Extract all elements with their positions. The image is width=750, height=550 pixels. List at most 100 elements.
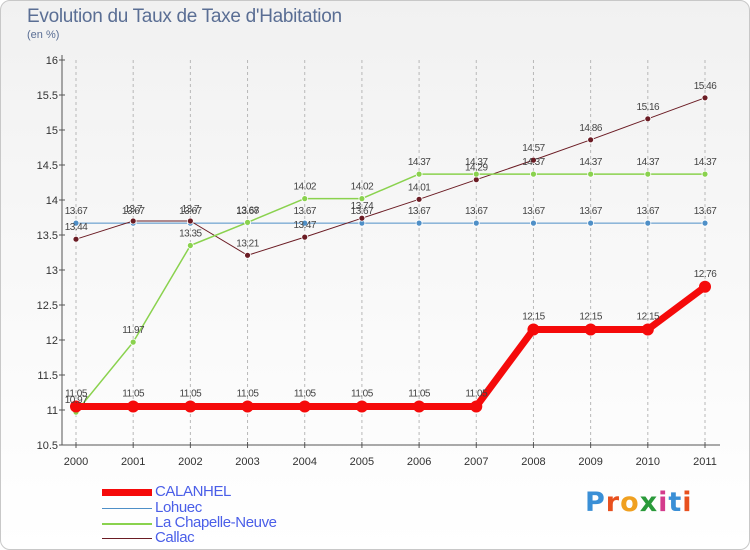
data-label-calanhel: 11.05 [408, 389, 431, 400]
logo-letter: t [668, 487, 683, 518]
point-lohuec [587, 219, 595, 227]
point-callac [129, 217, 137, 225]
point-calanhel [184, 400, 197, 413]
point-calanhel [241, 400, 254, 413]
data-label-callac: 14.29 [465, 163, 488, 174]
data-label-callac: 13.44 [65, 222, 88, 233]
data-label-lohuec: 13.67 [65, 206, 88, 217]
y-tick-label: 12.5 [37, 300, 58, 312]
data-label-lohuec: 13.67 [465, 206, 488, 217]
point-lohuec [701, 219, 709, 227]
point-la-chapelle-neuve [301, 195, 309, 203]
point-calanhel [413, 400, 426, 413]
data-label-la-chapelle-neuve: 10.97 [65, 395, 88, 406]
x-tick-label: 2006 [407, 456, 431, 468]
point-callac [415, 195, 423, 203]
data-label-calanhel: 11.05 [179, 389, 202, 400]
point-calanhel [298, 400, 311, 413]
point-la-chapelle-neuve [587, 170, 595, 178]
data-label-calanhel: 12.76 [694, 269, 717, 280]
data-label-la-chapelle-neuve: 14.37 [579, 157, 602, 168]
logo-letter: i [658, 487, 669, 518]
data-label-callac: 13.7 [124, 204, 142, 215]
x-tick-label: 2007 [464, 456, 488, 468]
point-lohuec [472, 219, 480, 227]
legend-label-callac: Callac [155, 529, 195, 546]
legend-swatch-lohuec [102, 508, 152, 509]
point-calanhel [699, 280, 711, 293]
x-tick-label: 2002 [178, 456, 202, 468]
data-label-calanhel: 11.05 [122, 389, 145, 400]
data-label-lohuec: 13.67 [694, 206, 717, 217]
y-tick-label: 10.5 [37, 440, 58, 452]
data-label-callac: 13.7 [182, 204, 200, 215]
point-lohuec [644, 219, 652, 227]
data-label-la-chapelle-neuve: 14.37 [408, 157, 431, 168]
data-label-callac: 15.16 [637, 102, 660, 113]
y-tick-label: 14.5 [37, 160, 58, 172]
x-tick-label: 2004 [292, 456, 316, 468]
point-callac [701, 94, 709, 102]
data-label-la-chapelle-neuve: 13.35 [179, 229, 202, 240]
point-callac [587, 136, 595, 144]
legend-item-calanhel: CALANHEL [102, 483, 422, 501]
data-label-calanhel: 12.15 [579, 312, 602, 323]
point-calanhel [355, 400, 368, 413]
data-label-callac: 14.57 [522, 143, 545, 154]
point-la-chapelle-neuve [701, 170, 709, 178]
legend-label-calanhel: CALANHEL [155, 483, 231, 500]
x-tick-label: 2010 [636, 456, 660, 468]
y-tick-label: 15 [46, 125, 58, 137]
logo-letter: o [620, 487, 640, 518]
x-tick-label: 2003 [235, 456, 259, 468]
point-calanhel [470, 400, 483, 413]
x-tick-label: 2011 [693, 456, 717, 468]
point-la-chapelle-neuve [415, 170, 423, 178]
point-la-chapelle-neuve [186, 242, 194, 249]
data-label-callac: 14.01 [408, 182, 431, 193]
point-la-chapelle-neuve [129, 338, 137, 346]
data-label-la-chapelle-neuve: 14.02 [351, 182, 374, 193]
point-lohuec [301, 219, 309, 227]
point-la-chapelle-neuve [530, 170, 537, 178]
chart-title: Evolution du Taux de Taxe d'Habitation [27, 6, 342, 27]
data-label-lohuec: 13.67 [122, 206, 145, 217]
legend-item-callac: Callac [102, 529, 422, 547]
data-label-la-chapelle-neuve: 14.37 [465, 157, 488, 168]
proxiti-logo: Proxiti [585, 487, 693, 518]
legend-swatch-la-chapelle-neuve [102, 523, 152, 525]
point-callac [358, 214, 366, 222]
point-callac [301, 233, 309, 241]
data-label-lohuec: 13.67 [236, 206, 259, 217]
legend-swatch-calanhel [102, 489, 152, 496]
point-calanhel [527, 323, 540, 336]
point-calanhel [70, 400, 82, 413]
point-la-chapelle-neuve [358, 195, 366, 203]
y-tick-label: 11.5 [37, 370, 58, 382]
data-label-lohuec: 13.67 [408, 206, 431, 217]
point-callac [244, 251, 251, 259]
point-la-chapelle-neuve [644, 170, 652, 178]
legend-label-lohuec: Lohuec [155, 499, 202, 516]
point-lohuec [415, 219, 423, 227]
point-calanhel [127, 400, 140, 413]
point-calanhel [584, 323, 597, 336]
data-label-calanhel: 11.05 [351, 389, 374, 400]
point-la-chapelle-neuve [244, 218, 251, 226]
point-callac [644, 115, 652, 123]
data-label-calanhel: 12.15 [637, 312, 660, 323]
y-tick-label: 15.5 [37, 90, 58, 102]
data-label-la-chapelle-neuve: 14.37 [694, 157, 717, 168]
data-label-la-chapelle-neuve: 14.37 [637, 157, 660, 168]
data-label-callac: 13.21 [236, 238, 259, 249]
x-tick-label: 2001 [121, 456, 145, 468]
data-label-callac: 13.47 [293, 220, 316, 231]
data-labels: 13.67 13.67 13.67 13.67 13.67 13.67 13.67 13.67… [65, 81, 718, 406]
legend-item-la-chapelle-neuve: La Chapelle-Neuve [102, 514, 422, 532]
logo-letter: x [639, 487, 659, 518]
logo-letter: r [605, 487, 621, 518]
point-lohuec [530, 219, 537, 227]
point-callac [186, 217, 194, 225]
data-label-callac: 13.74 [351, 201, 374, 212]
